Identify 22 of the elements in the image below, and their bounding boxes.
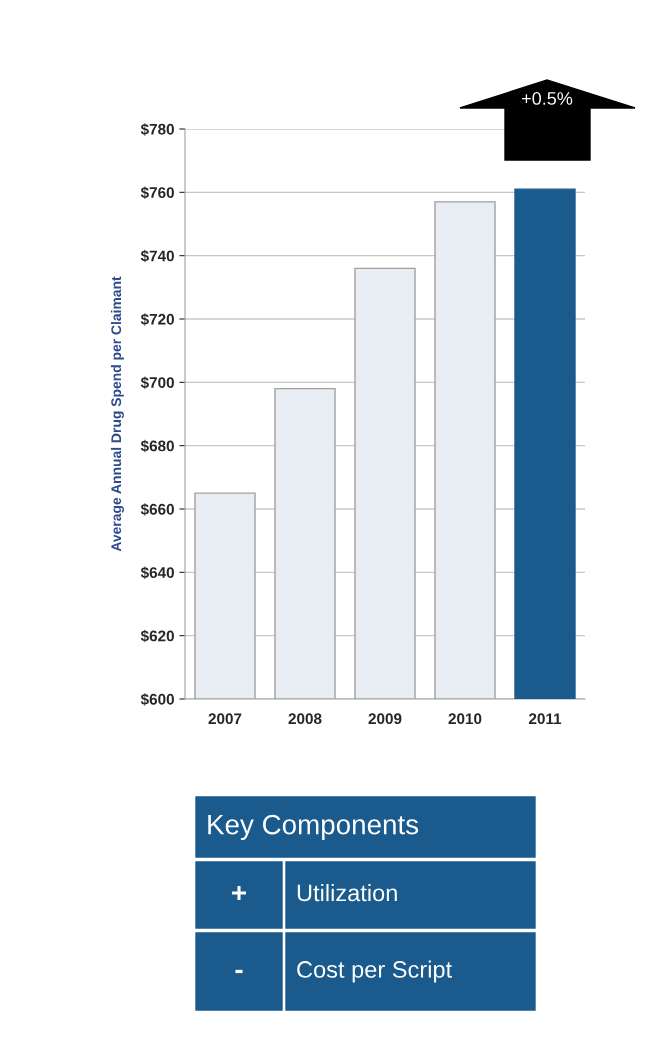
y-tick-label: $700 bbox=[140, 376, 174, 389]
x-tick-label: 2009 bbox=[368, 713, 402, 725]
y-tick-label: $740 bbox=[140, 249, 174, 263]
text: +0.5% bbox=[522, 92, 573, 105]
y-tick-label: $760 bbox=[140, 186, 174, 199]
text: Cost per Script bbox=[297, 960, 452, 983]
text: Key Components bbox=[208, 814, 419, 840]
y-axis-title: Average Annual Drug Spend per Claimant bbox=[110, 276, 124, 552]
text: Utilization bbox=[297, 883, 397, 902]
y-tick-label: $640 bbox=[140, 566, 174, 579]
y-tick-label: $720 bbox=[140, 313, 174, 326]
y-tick-label: $660 bbox=[140, 503, 174, 516]
x-tick-label: 2007 bbox=[208, 713, 242, 725]
y-tick-label: $780 bbox=[140, 123, 174, 136]
text: + bbox=[232, 885, 246, 900]
x-tick-label: 2008 bbox=[288, 713, 322, 725]
y-tick-label: $620 bbox=[140, 629, 174, 643]
y-tick-label: $600 bbox=[140, 693, 174, 706]
text: - bbox=[235, 969, 243, 974]
x-tick-label: 2011 bbox=[528, 713, 562, 725]
x-tick-label: 2010 bbox=[448, 713, 482, 725]
y-tick-label: $680 bbox=[140, 439, 174, 453]
